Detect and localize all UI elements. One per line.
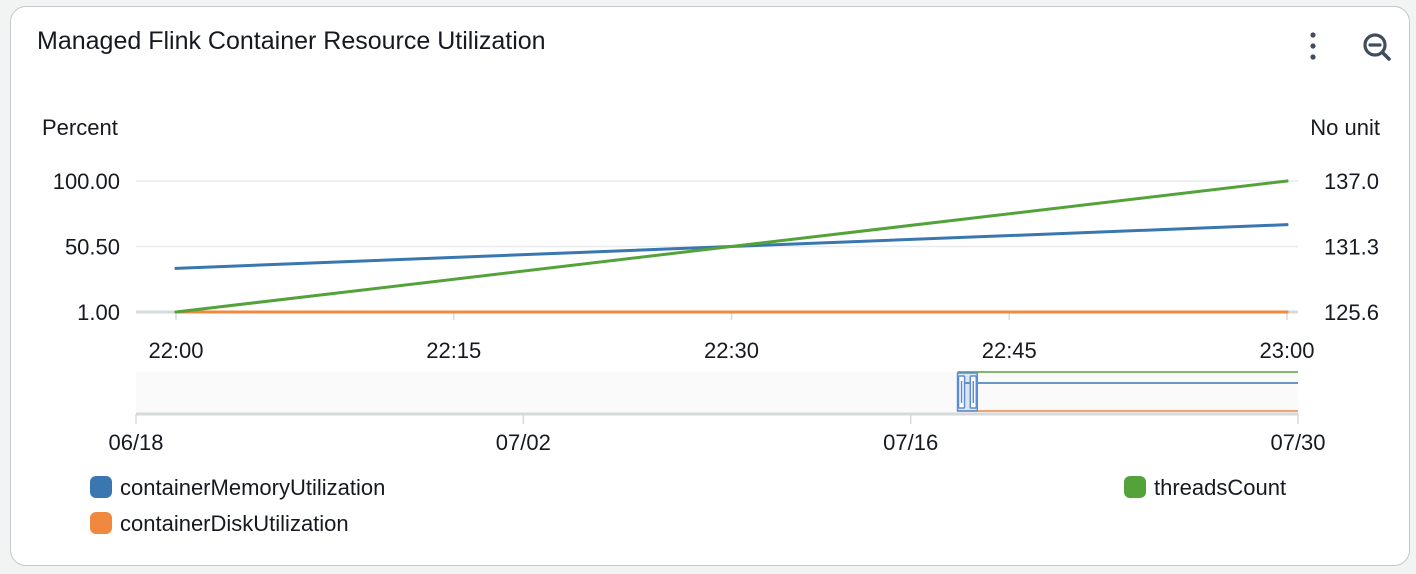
legend-item-containerDiskUtilization[interactable]: containerDiskUtilization (90, 511, 349, 536)
legend-label: containerMemoryUtilization (120, 475, 385, 500)
data-point (1285, 179, 1289, 183)
left-tick-label: 1.00 (77, 300, 120, 325)
widget-title: Managed Flink Container Resource Utiliza… (37, 27, 546, 55)
time-range-navigator: 06/18 07/02 07/16 07/30 (108, 371, 1326, 455)
right-tick-label: 137.0 (1324, 169, 1379, 194)
legend-label: containerDiskUtilization (120, 511, 349, 536)
left-tick-label: 100.00 (53, 169, 120, 194)
zoom-out-icon[interactable] (1359, 29, 1395, 65)
left-axis-label: Percent (42, 115, 118, 140)
data-point (1285, 223, 1289, 227)
x-tick-label: 22:30 (704, 338, 759, 363)
navigator-tick-label: 07/30 (1270, 430, 1325, 455)
x-tick-label: 22:15 (426, 338, 481, 363)
data-point (174, 310, 178, 314)
legend-item-threadsCount[interactable]: threadsCount (1124, 475, 1286, 500)
data-point (174, 266, 178, 270)
legend-swatch (1124, 476, 1146, 498)
right-tick-label: 125.6 (1324, 300, 1379, 325)
right-axis-label: No unit (1310, 115, 1380, 140)
data-point (1285, 310, 1289, 314)
series-line-threadsCount (174, 179, 1289, 314)
navigator-tick-label: 07/02 (496, 430, 551, 455)
x-tick-label: 22:00 (148, 338, 203, 363)
widget-panel: Managed Flink Container Resource Utiliza… (10, 6, 1410, 566)
right-tick-label: 131.3 (1324, 235, 1379, 260)
x-tick-label: 22:45 (982, 338, 1037, 363)
more-icon[interactable] (1303, 29, 1323, 65)
series-lines (174, 179, 1289, 314)
x-axis-ticks: 22:00 22:15 22:30 22:45 23:00 (148, 312, 1315, 363)
navigator-tick-label: 07/16 (883, 430, 938, 455)
legend-swatch (90, 476, 112, 498)
left-tick-label: 50.50 (65, 235, 120, 260)
x-tick-label: 23:00 (1259, 338, 1314, 363)
navigator-tick-label: 06/18 (108, 430, 163, 455)
legend-swatch (90, 512, 112, 534)
right-axis-ticks: 137.0 131.3 125.6 (1324, 169, 1379, 325)
left-axis-ticks: 100.00 50.50 1.00 (53, 169, 120, 325)
legend-label: threadsCount (1154, 475, 1286, 500)
navigator-background (136, 372, 1298, 414)
legend: containerMemoryUtilization containerDiskU… (90, 475, 1286, 536)
legend-item-containerMemoryUtilization[interactable]: containerMemoryUtilization (90, 475, 385, 500)
